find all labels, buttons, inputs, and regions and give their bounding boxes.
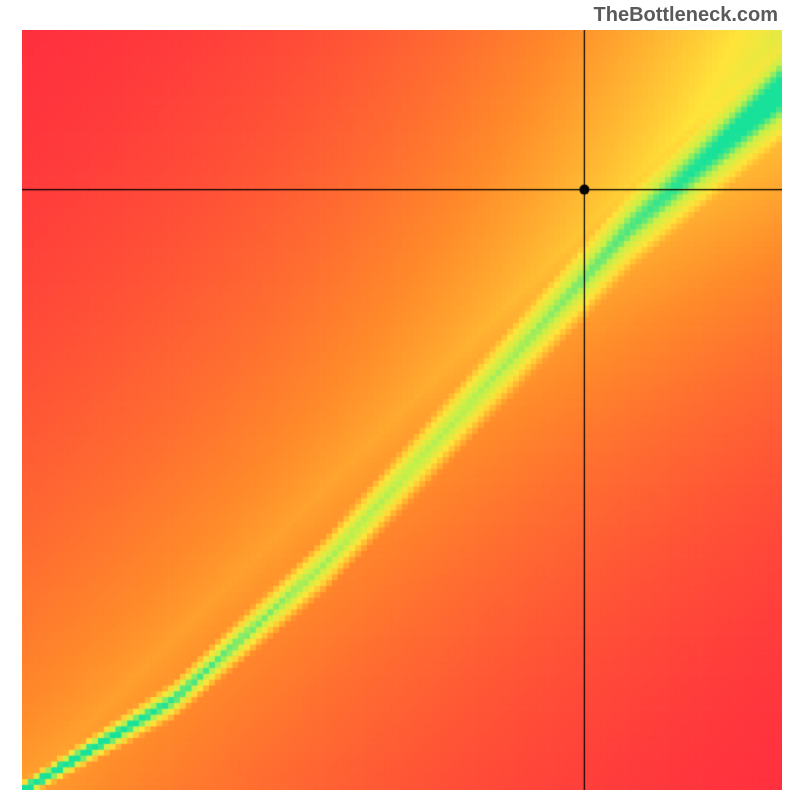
bottleneck-heatmap <box>22 30 782 790</box>
watermark-text: TheBottleneck.com <box>594 4 778 27</box>
heatmap-canvas <box>22 30 782 790</box>
